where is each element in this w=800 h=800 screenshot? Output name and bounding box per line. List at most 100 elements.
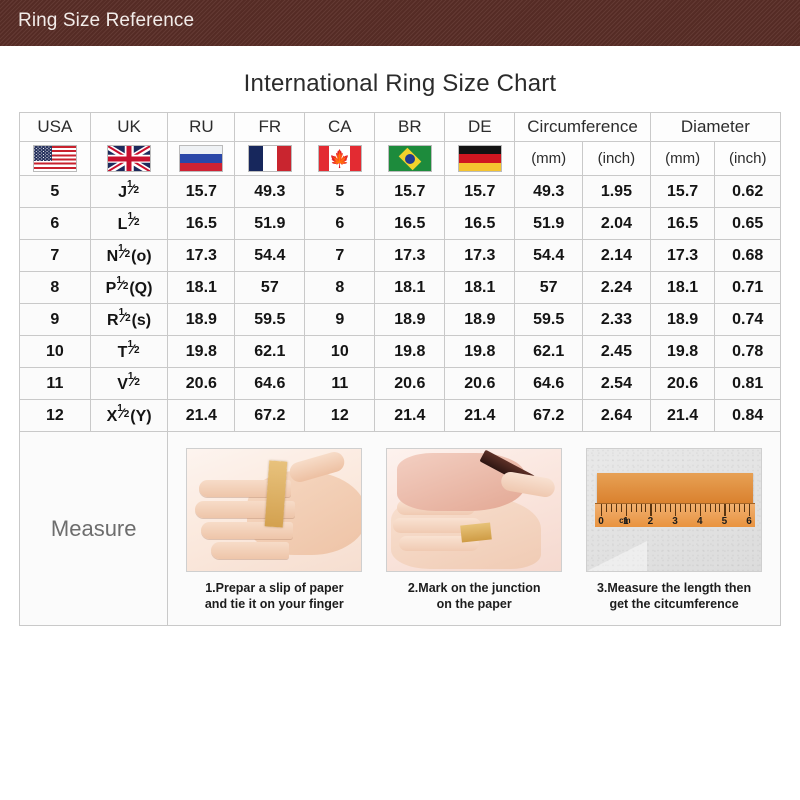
unit-header-diam-mm: (mm) xyxy=(649,141,716,176)
half-fraction-glyph: 1 ⁄ 2 xyxy=(127,178,140,197)
cell-circ-inch: 1.95 xyxy=(582,175,651,208)
column-header-de: DE xyxy=(444,112,516,142)
cell-br: 19.8 xyxy=(374,335,446,368)
cell-circ-inch: 2.33 xyxy=(582,303,651,336)
measure-label-cell: Measure xyxy=(18,431,169,626)
ruler-number: 4 xyxy=(696,516,703,528)
ruler-measuring-photo: 0 1 2 3 4 5 6 cm xyxy=(586,448,763,573)
cell-uk: V 1 ⁄ 2 xyxy=(89,367,169,400)
cell-br: 15.7 xyxy=(374,175,446,208)
cell-de: 19.8 xyxy=(444,335,516,368)
ruler-tick-major xyxy=(601,504,603,517)
ruler-tick-minor xyxy=(709,504,711,513)
cell-fr: 51.9 xyxy=(234,207,306,240)
cell-de: 17.3 xyxy=(444,239,516,272)
measure-steps: 1.Prepar a slip of paper and tie it on y… xyxy=(168,440,780,616)
cell-uk: P 1 ⁄ 2 (Q) xyxy=(89,271,169,304)
ruler-tick-minor xyxy=(684,504,686,513)
cell-circ-mm: 49.3 xyxy=(514,175,584,208)
cell-diam-inch: 0.65 xyxy=(714,207,781,240)
br-globe xyxy=(404,153,415,164)
ru-stripe-red xyxy=(180,162,223,171)
ruler-tick-minor xyxy=(670,504,672,513)
cell-br: 20.6 xyxy=(374,367,446,400)
fr-stripe-blue xyxy=(248,146,263,171)
uk-size-value: L 1 ⁄ 2 xyxy=(117,210,140,233)
cell-circ-mm: 64.6 xyxy=(514,367,584,400)
cell-ca: 10 xyxy=(304,335,376,368)
column-header-fr: FR xyxy=(234,112,306,142)
table-header: USA UK RU FR CA BR DE Circumference Diam… xyxy=(19,112,782,176)
step-2-caption-line2: on the paper xyxy=(436,597,512,611)
cell-ca: 8 xyxy=(304,271,376,304)
fr-stripe-white xyxy=(262,146,277,171)
cell-de: 15.7 xyxy=(444,175,516,208)
flag-cell-uk xyxy=(89,141,169,176)
measure-row: Measure xyxy=(18,431,781,626)
flag-cell-de xyxy=(444,141,516,176)
cell-usa: 11 xyxy=(19,367,91,400)
cell-usa: 5 xyxy=(19,175,91,208)
column-header-usa: USA xyxy=(19,112,91,142)
table-body: 5 J 1 ⁄ 2 15.7 49.3 5 15.7 15.7 49.3 1.95 15.7 0.62 6 L… xyxy=(19,175,781,432)
column-header-br: BR xyxy=(374,112,446,142)
step-1-caption-line1: 1.Prepar a slip of paper xyxy=(205,581,344,596)
finger-4 xyxy=(211,542,290,560)
half-fraction-glyph: 1 ⁄ 2 xyxy=(117,402,130,421)
ruler-tick-minor xyxy=(630,504,632,513)
cell-circ-mm: 62.1 xyxy=(514,335,584,368)
flag-brazil-icon xyxy=(387,145,432,172)
de-stripe-red xyxy=(458,154,501,163)
uk-size-value: V 1 ⁄ 2 xyxy=(117,370,140,393)
cell-ru: 16.5 xyxy=(167,207,236,240)
measure-step-1: 1.Prepar a slip of paper and tie it on y… xyxy=(181,448,367,612)
ruler-tick-minor xyxy=(739,504,741,513)
lower-finger-3 xyxy=(399,536,480,552)
banner-title: Ring Size Reference xyxy=(18,10,195,31)
flag-cell-ru xyxy=(167,141,236,176)
ruler-tick-minor xyxy=(660,504,662,513)
cell-ru: 18.9 xyxy=(167,303,236,336)
cell-diam-mm: 18.1 xyxy=(649,271,716,304)
cell-fr: 57 xyxy=(234,271,306,304)
step-3-caption-line2: get the citcumference xyxy=(609,597,739,611)
cell-br: 18.9 xyxy=(374,303,446,336)
fr-stripe-red xyxy=(276,146,291,171)
ruler-number: 2 xyxy=(647,516,654,528)
half-fraction-glyph: 1 ⁄ 2 xyxy=(116,274,129,293)
table-footer: Measure xyxy=(18,431,781,626)
ruler-number: 1 xyxy=(622,516,629,528)
cell-ru: 19.8 xyxy=(167,335,236,368)
cell-ru: 21.4 xyxy=(167,399,236,432)
cell-fr: 64.6 xyxy=(234,367,306,400)
unit-header-diam-inch: (inch) xyxy=(714,141,781,176)
half-fraction-glyph: 1 ⁄ 2 xyxy=(118,242,131,261)
cell-ca: 7 xyxy=(304,239,376,272)
photo-corner-shadow xyxy=(587,541,648,572)
ruler-tick-minor xyxy=(615,504,617,513)
cell-diam-inch: 0.84 xyxy=(714,399,781,432)
table-row: 6 L 1 ⁄ 2 16.5 51.9 6 16.5 16.5 51.9 2.04 16.5 0.65 xyxy=(19,207,781,240)
ruler-tick-minor xyxy=(744,504,746,513)
cell-circ-mm: 51.9 xyxy=(514,207,584,240)
uk-size-value: X 1 ⁄ 2 (Y) xyxy=(106,402,152,425)
ring-size-table: USA UK RU FR CA BR DE Circumference Diam… xyxy=(18,112,782,626)
table-row: 5 J 1 ⁄ 2 15.7 49.3 5 15.7 15.7 49.3 1.95 15.7 0.62 xyxy=(19,175,781,208)
cell-diam-inch: 0.68 xyxy=(714,239,781,272)
measure-step-3: 0 1 2 3 4 5 6 cm 3.Measure the length then get … xyxy=(581,448,767,612)
cell-circ-inch: 2.14 xyxy=(582,239,651,272)
cell-diam-mm: 19.8 xyxy=(649,335,716,368)
cell-diam-mm: 15.7 xyxy=(649,175,716,208)
cell-circ-mm: 57 xyxy=(514,271,584,304)
flag-canada-icon: 🍁 xyxy=(317,145,362,172)
step-2-caption: 2.Mark on the junction on the paper xyxy=(381,581,567,612)
cell-diam-inch: 0.81 xyxy=(714,367,781,400)
page-banner: Ring Size Reference xyxy=(0,0,800,46)
ruler-number: 5 xyxy=(721,516,728,528)
cell-uk: J 1 ⁄ 2 xyxy=(89,175,169,208)
cell-br: 21.4 xyxy=(374,399,446,432)
ruler-number: 3 xyxy=(672,516,678,528)
flag-cell-fr xyxy=(234,141,306,176)
ring-size-table-wrapper: USA UK RU FR CA BR DE Circumference Diam… xyxy=(18,112,782,626)
cell-usa: 6 xyxy=(19,207,91,240)
